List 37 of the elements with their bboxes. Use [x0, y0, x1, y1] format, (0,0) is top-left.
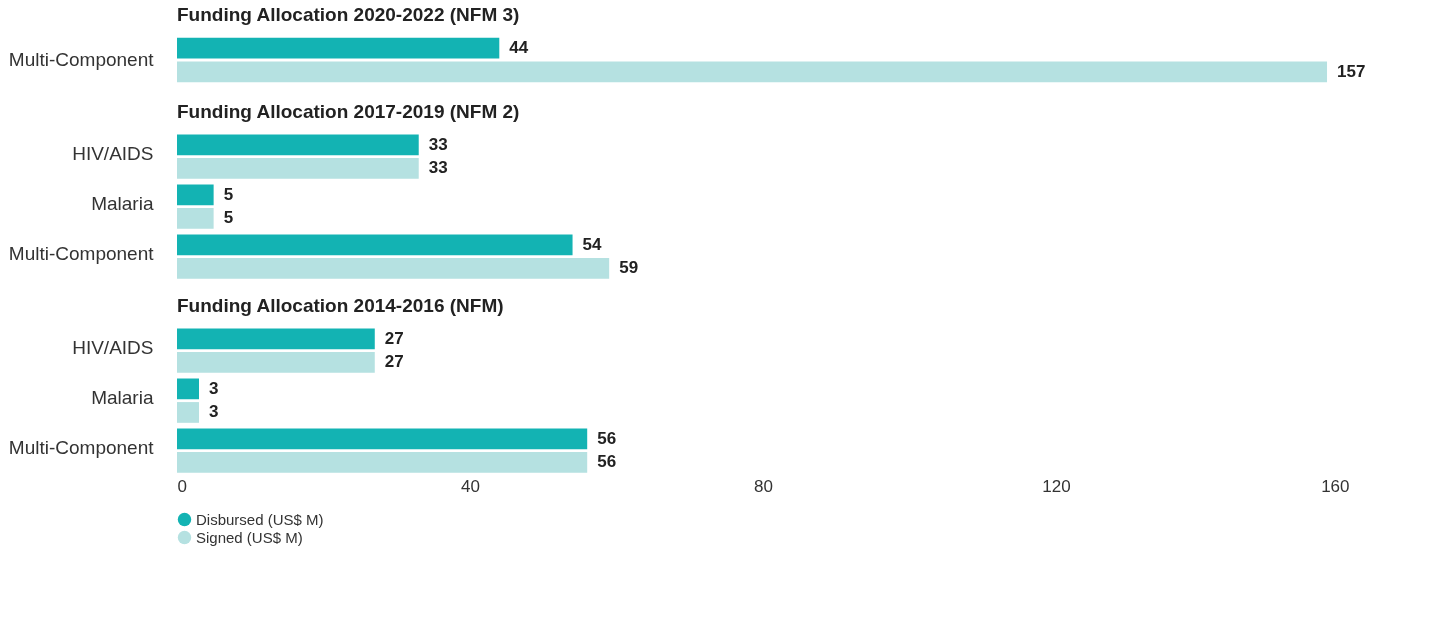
- x-tick-label: 80: [754, 476, 773, 496]
- data-label: 5: [223, 208, 234, 228]
- data-label: 44: [509, 38, 529, 58]
- legend-label: Disbursed (US$ M): [196, 510, 324, 528]
- y-tick-label: HIV/AIDS: [72, 143, 154, 164]
- x-tick-label: 160: [1321, 476, 1350, 496]
- bar: [177, 234, 573, 256]
- data-label: 56: [597, 428, 617, 448]
- bar: [177, 184, 214, 206]
- y-tick-label: Multi-Component: [8, 437, 155, 458]
- legend-label: Signed (US$ M): [196, 528, 303, 546]
- data-label: 33: [428, 158, 448, 178]
- y-tick-label: Multi-Component: [8, 243, 155, 264]
- bar: [177, 208, 214, 229]
- bar: [177, 258, 610, 279]
- data-label: 54: [582, 234, 602, 254]
- bar: [177, 134, 419, 156]
- data-label: 3: [208, 378, 219, 398]
- bar: [177, 158, 419, 179]
- chart-title: Funding Allocation 2017-2019 (NFM 2): [177, 101, 520, 122]
- data-label: 3: [208, 402, 219, 422]
- data-label: 56: [597, 452, 617, 472]
- x-tick-label: 0: [177, 476, 187, 496]
- data-label: 27: [384, 328, 404, 348]
- data-label: 27: [384, 352, 404, 372]
- y-tick-label: Multi-Component: [8, 49, 155, 70]
- x-tick-label: 40: [461, 476, 480, 496]
- x-tick-label: 120: [1042, 476, 1071, 496]
- data-label: 5: [223, 184, 234, 204]
- data-label: 59: [619, 258, 639, 278]
- y-tick-label: Malaria: [91, 193, 154, 214]
- data-label: 157: [1337, 61, 1366, 81]
- data-label: 33: [428, 134, 448, 154]
- y-tick-label: Malaria: [91, 387, 154, 408]
- y-tick-label: HIV/AIDS: [72, 337, 154, 358]
- chart-title: Funding Allocation 2020-2022 (NFM 3): [177, 4, 520, 25]
- chart-title: Funding Allocation 2014-2016 (NFM): [177, 295, 504, 316]
